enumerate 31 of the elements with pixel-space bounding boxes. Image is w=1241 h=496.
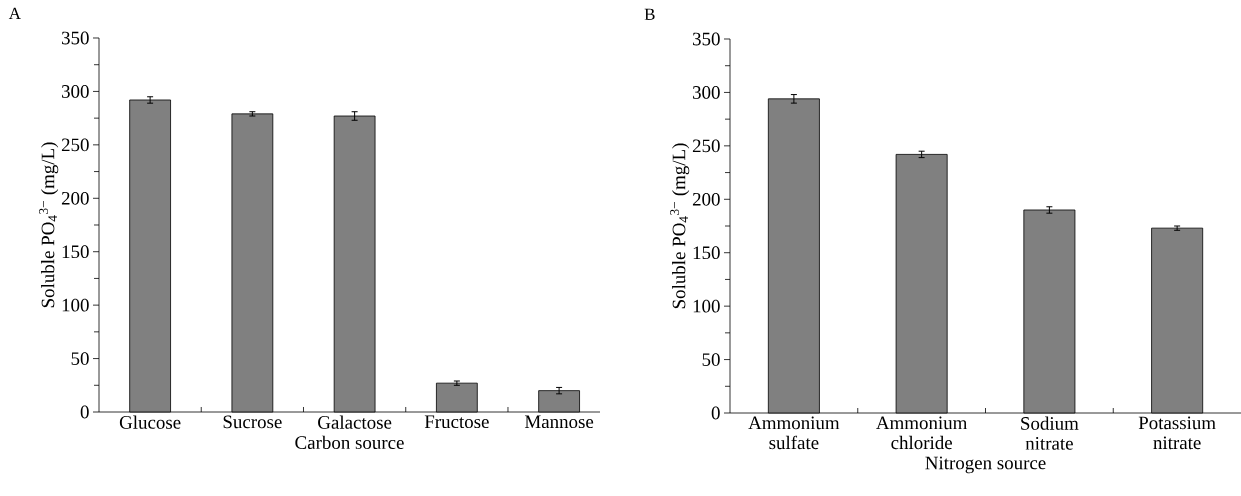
y-tick-label: 150 [62,245,89,259]
x-axis-title: Carbon source [295,435,404,449]
y-tick-label: 200 [61,191,89,205]
chart-title: B [644,8,655,20]
y-tick-label: 100 [62,298,89,312]
y-axis-title: Soluble PO$_{4}$$^{3−}$ (mg/L) [39,142,59,308]
y-tick-label: 0 [80,405,89,419]
y-tick-label: 100 [693,299,720,313]
y-tick-label: 200 [692,192,720,206]
x-tick-label: Potassium nitrate [1138,416,1216,450]
y-tick-label: 300 [61,85,89,98]
y-tick-label: 250 [61,138,89,152]
chart-title: A [8,7,21,19]
y-tick-label: 50 [71,352,89,365]
y-axis-title: Soluble PO$_{4}$$^{3−}$ (mg/L) [670,143,690,309]
x-tick-label: Sucrose [223,415,282,429]
y-tick-label: 50 [702,353,720,366]
y-tick-label: 300 [693,86,720,99]
x-tick-label: Ammonium chloride [876,416,968,450]
y-tick-label: 350 [693,32,720,46]
x-tick-label: Sodium nitrate [1021,416,1079,450]
x-axis-title: Nitrogen source [925,456,1046,474]
y-tick-label: 0 [711,406,720,420]
x-tick-label: Ammonium sulfate [748,416,840,450]
x-tick-label: Galactose [318,415,392,429]
y-tick-label: 150 [693,246,720,260]
y-tick-label: 250 [692,139,720,153]
x-tick-label: Fructose [424,415,489,429]
x-tick-label: Mannose [524,415,594,429]
x-tick-label: Glucose [119,415,181,429]
y-tick-label: 350 [61,31,89,45]
